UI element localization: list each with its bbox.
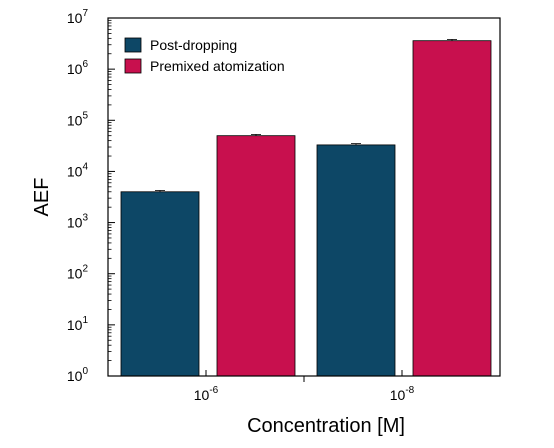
legend-label: Premixed atomization [150, 58, 285, 74]
y-axis-title: AEF [31, 178, 53, 217]
x-tick-label: 10-6 [194, 385, 219, 403]
x-axis-title: Concentration [M] [247, 415, 405, 437]
legend-label: Post-dropping [150, 37, 237, 53]
y-tick-label: 102 [67, 264, 89, 282]
y-tick-label: 107 [67, 8, 89, 26]
y-tick-label: 100 [67, 366, 89, 384]
bar-premixed-atomization [412, 40, 492, 377]
x-axis: 10-6 10-8 [194, 370, 415, 403]
y-tick-label: 105 [67, 110, 89, 128]
y-axis: 100 101 102 103 104 105 106 107 [67, 8, 115, 384]
x-tick-label: 10-8 [390, 385, 415, 403]
error-bars-layer [155, 38, 457, 192]
legend-swatch [124, 37, 142, 53]
y-tick-label: 103 [67, 213, 89, 231]
y-tick-label: 106 [67, 59, 89, 77]
bar-post-dropping [120, 191, 200, 377]
legend: Post-dropping Premixed atomization [124, 37, 285, 74]
bars-layer [120, 40, 492, 377]
legend-swatch [124, 58, 142, 74]
y-tick-label: 101 [67, 315, 89, 333]
y-tick-label: 104 [67, 161, 89, 179]
bar-post-dropping [316, 144, 396, 377]
bar-premixed-atomization [216, 135, 296, 377]
